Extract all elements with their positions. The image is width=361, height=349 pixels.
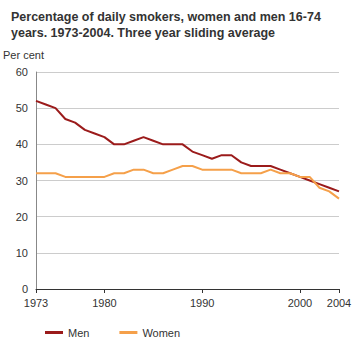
svg-text:Per cent: Per cent bbox=[3, 49, 44, 61]
svg-text:1980: 1980 bbox=[92, 297, 116, 309]
svg-text:50: 50 bbox=[16, 102, 28, 114]
svg-text:Women: Women bbox=[142, 327, 180, 339]
svg-text:Percentage of daily smokers, w: Percentage of daily smokers, women and m… bbox=[11, 10, 324, 24]
svg-text:Men: Men bbox=[68, 327, 89, 339]
svg-text:40: 40 bbox=[16, 138, 28, 150]
svg-text:1990: 1990 bbox=[190, 297, 214, 309]
svg-text:30: 30 bbox=[16, 175, 28, 187]
svg-text:10: 10 bbox=[16, 247, 28, 259]
svg-text:years. 1973-2004. Three year s: years. 1973-2004. Three year sliding ave… bbox=[11, 26, 275, 40]
svg-text:1973: 1973 bbox=[24, 297, 48, 309]
svg-text:20: 20 bbox=[16, 211, 28, 223]
svg-text:2004: 2004 bbox=[327, 297, 351, 309]
svg-text:0: 0 bbox=[22, 283, 28, 295]
svg-text:2000: 2000 bbox=[288, 297, 312, 309]
svg-text:60: 60 bbox=[16, 66, 28, 78]
